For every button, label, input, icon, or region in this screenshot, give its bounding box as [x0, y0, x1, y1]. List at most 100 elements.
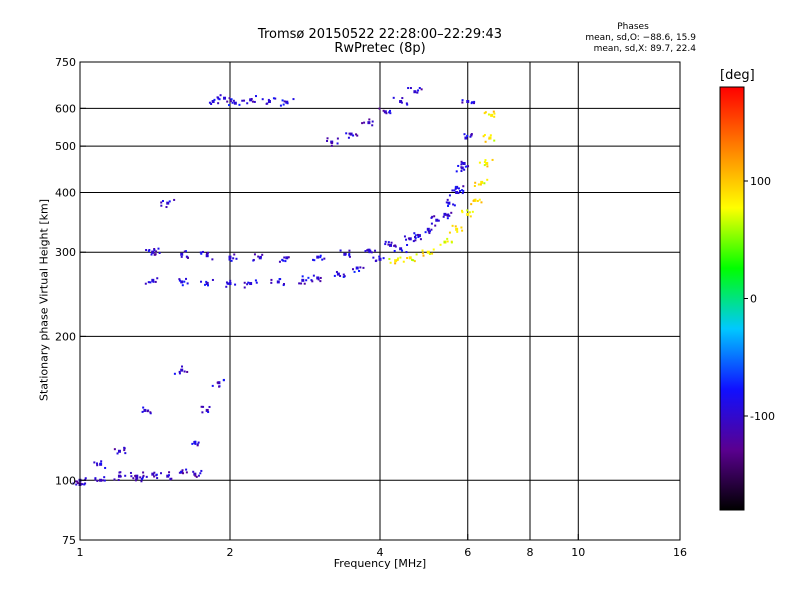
- echo-point: [76, 482, 79, 485]
- colorbar-tick-label: 100: [750, 175, 771, 188]
- echo-point: [383, 110, 387, 114]
- echo-point: [191, 442, 194, 445]
- echo-point: [208, 405, 211, 408]
- echo-point: [399, 100, 402, 103]
- echo-point: [390, 241, 393, 244]
- echo-point: [194, 474, 197, 477]
- echo-point: [254, 279, 257, 282]
- echo-point: [118, 471, 121, 474]
- y-tick-label: 100: [55, 474, 76, 487]
- echo-point: [382, 109, 385, 112]
- chart-subtitle: RwPretec (8p): [334, 41, 426, 56]
- echo-point: [249, 282, 253, 286]
- echo-point: [201, 250, 204, 253]
- echo-point: [223, 96, 227, 100]
- y-tick-label: 500: [55, 140, 76, 153]
- echo-point: [460, 226, 463, 229]
- echo-point: [229, 282, 232, 285]
- echo-point: [153, 471, 156, 474]
- echo-point: [330, 144, 333, 147]
- echo-point: [461, 192, 464, 195]
- echo-point: [149, 281, 152, 284]
- echo-point: [265, 102, 268, 105]
- echo-point: [347, 136, 350, 139]
- echo-point: [253, 100, 256, 103]
- echo-point: [447, 204, 450, 207]
- echo-point: [408, 256, 412, 260]
- echo-point: [454, 187, 457, 190]
- echo-point: [379, 258, 382, 261]
- echo-point: [374, 249, 377, 252]
- echo-point: [368, 121, 371, 124]
- echo-point: [388, 257, 391, 260]
- echo-point: [384, 240, 387, 243]
- echo-point: [123, 447, 126, 450]
- echo-point: [375, 259, 378, 262]
- echo-point: [460, 166, 463, 169]
- echo-point: [418, 87, 421, 90]
- echo-point: [330, 142, 333, 145]
- echo-point: [483, 112, 486, 115]
- echo-point: [217, 102, 220, 105]
- echo-point: [155, 473, 158, 476]
- echo-point: [412, 240, 415, 243]
- echo-point: [414, 239, 417, 242]
- x-tick-label: 6: [464, 546, 471, 559]
- echo-point: [333, 274, 336, 277]
- echo-point: [183, 370, 186, 373]
- echo-point: [185, 468, 188, 471]
- echo-point: [466, 100, 470, 104]
- echo-point: [416, 91, 419, 94]
- echo-point: [185, 277, 188, 280]
- echo-point: [274, 97, 277, 100]
- echo-point: [461, 211, 464, 214]
- echo-point: [412, 259, 415, 262]
- echo-point: [421, 249, 424, 252]
- echo-point: [445, 201, 448, 204]
- echo-point: [143, 408, 147, 412]
- echo-point: [454, 225, 457, 228]
- echo-point: [130, 475, 133, 478]
- echo-point: [75, 483, 78, 486]
- echo-point: [446, 237, 449, 240]
- echo-point: [104, 466, 107, 469]
- echo-point: [181, 365, 184, 368]
- echo-point: [234, 283, 237, 286]
- echo-point: [336, 142, 339, 145]
- echo-point: [253, 253, 256, 256]
- echo-point: [330, 140, 334, 144]
- echo-point: [181, 469, 184, 472]
- echo-point: [464, 136, 468, 140]
- echo-point: [235, 257, 238, 260]
- echo-point: [206, 409, 209, 412]
- echo-point: [285, 256, 289, 260]
- echo-point: [442, 215, 445, 218]
- echo-point: [281, 99, 284, 102]
- x-axis-label: Frequency [MHz]: [333, 557, 427, 570]
- echo-point: [399, 247, 403, 251]
- echo-point: [160, 472, 163, 475]
- echo-point: [460, 170, 463, 173]
- echo-point: [344, 252, 347, 255]
- echo-point: [284, 260, 287, 263]
- echo-point: [420, 88, 423, 91]
- echo-point: [252, 258, 255, 261]
- phase-o-mode-stats: mean, sd,O: −88.6, 15.9: [585, 33, 696, 43]
- echo-point: [458, 190, 461, 193]
- echo-point: [84, 477, 87, 480]
- echo-point: [367, 248, 371, 252]
- echo-point: [319, 280, 322, 283]
- echo-point: [149, 411, 152, 414]
- echo-point: [199, 472, 202, 475]
- echo-point: [166, 201, 170, 205]
- echo-point: [243, 286, 246, 289]
- echo-point: [455, 170, 458, 173]
- echo-point: [491, 158, 494, 161]
- echo-point: [448, 194, 451, 197]
- echo-point: [468, 211, 471, 214]
- echo-point: [473, 102, 476, 105]
- echo-point: [178, 372, 181, 375]
- echo-point: [492, 110, 495, 113]
- echo-point: [246, 102, 249, 105]
- echo-point: [473, 100, 476, 103]
